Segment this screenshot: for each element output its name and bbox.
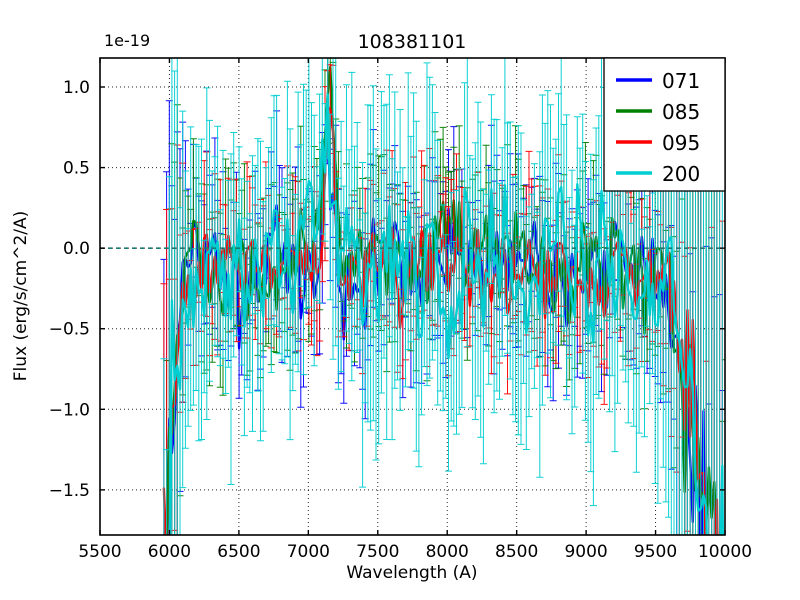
x-tick-label: 6500: [217, 542, 260, 562]
axis-ticks: 5500 6000 6500 7000 7500 8000 8500 9000 9500 1000…: [49, 58, 752, 562]
x-tick-label: 5500: [78, 542, 121, 562]
legend-label-085: 085: [662, 100, 700, 124]
plot-frame: [99, 57, 726, 536]
y-tick-label: 0.5: [63, 159, 90, 179]
series-line-200: [168, 93, 725, 535]
y-axis-title: Flux (erg/s/cm^2/A): [11, 211, 31, 382]
y-axis-offset-label: 1e-19: [104, 31, 150, 50]
x-tick-label: 10000: [698, 542, 752, 562]
x-tick-label: 7000: [287, 542, 330, 562]
series-200: [160, 58, 725, 535]
data-series-layer: [160, 58, 725, 535]
y-tick-label: 1.0: [63, 78, 90, 98]
legend-label-200: 200: [662, 162, 700, 186]
x-tick-label: 8500: [495, 542, 538, 562]
legend[interactable]: 071 085 095 200: [603, 57, 726, 192]
x-axis-title: Wavelength (A): [346, 563, 477, 583]
x-tick-label: 7500: [356, 542, 399, 562]
y-tick-label: −0.5: [49, 320, 90, 340]
x-tick-label: 6000: [148, 542, 191, 562]
y-tick-label: −1.0: [49, 400, 90, 420]
legend-label-071: 071: [662, 69, 700, 93]
x-tick-label: 9000: [564, 542, 607, 562]
x-tick-label: 8000: [426, 542, 469, 562]
y-tick-label: 0.0: [63, 239, 90, 259]
legend-label-095: 095: [662, 131, 700, 155]
x-tick-label: 9500: [634, 542, 677, 562]
y-tick-label: −1.5: [49, 481, 90, 501]
chart-title: 108381101: [358, 31, 467, 53]
